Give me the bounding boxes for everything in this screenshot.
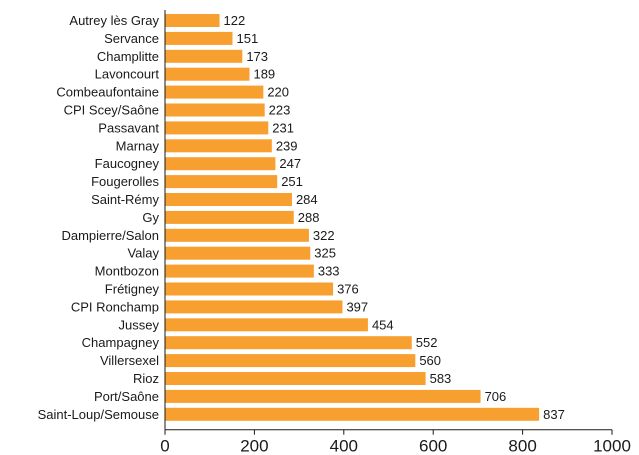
x-tick-label-2: 400 xyxy=(330,437,358,455)
category-label-11: Gy xyxy=(142,210,159,225)
bar-21 xyxy=(165,389,481,403)
bar-3 xyxy=(165,67,250,81)
bar-2 xyxy=(165,49,243,63)
bar-12 xyxy=(165,228,309,242)
value-label-20: 583 xyxy=(430,371,452,386)
category-label-2: Champlitte xyxy=(97,49,159,64)
category-label-5: CPI Scey/Saône xyxy=(64,103,159,118)
bar-0 xyxy=(165,14,220,27)
value-label-22: 837 xyxy=(543,407,565,422)
value-label-3: 189 xyxy=(253,67,275,82)
bar-22 xyxy=(165,407,540,421)
category-label-6: Passavant xyxy=(98,120,159,135)
value-label-10: 284 xyxy=(296,192,318,207)
bar-4 xyxy=(165,85,264,99)
category-label-16: CPI Ronchamp xyxy=(71,299,159,314)
x-ticks-group: 0 200 400 600 800 1000 xyxy=(160,429,631,455)
category-label-7: Marnay xyxy=(116,138,160,153)
bar-18 xyxy=(165,336,412,350)
bar-15 xyxy=(165,282,334,296)
category-label-14: Montbozon xyxy=(95,264,159,279)
category-label-13: Valay xyxy=(127,246,159,261)
value-label-18: 552 xyxy=(416,335,438,350)
bar-7 xyxy=(165,139,272,153)
value-label-16: 397 xyxy=(346,299,368,314)
category-label-12: Dampierre/Salon xyxy=(61,228,159,243)
value-label-11: 288 xyxy=(298,210,320,225)
category-label-22: Saint-Loup/Semouse xyxy=(38,407,159,422)
bar-11 xyxy=(165,210,294,224)
category-label-1: Servance xyxy=(104,31,159,46)
bars-group xyxy=(165,14,540,421)
category-label-19: Villersexel xyxy=(100,353,159,368)
category-label-20: Rioz xyxy=(133,371,159,386)
value-label-14: 333 xyxy=(318,264,340,279)
bar-13 xyxy=(165,246,311,260)
bar-10 xyxy=(165,193,292,206)
bar-20 xyxy=(165,372,426,385)
bar-5 xyxy=(165,103,265,117)
x-tick-label-1: 200 xyxy=(240,437,268,455)
bar-8 xyxy=(165,157,276,171)
bar-14 xyxy=(165,264,314,278)
category-label-0: Autrey lès Gray xyxy=(69,13,159,28)
value-label-15: 376 xyxy=(337,282,359,297)
value-label-6: 231 xyxy=(272,120,294,135)
category-label-17: Jussey xyxy=(119,317,160,332)
category-label-21: Port/Saône xyxy=(94,389,159,404)
value-label-17: 454 xyxy=(372,317,394,332)
category-labels-group: Autrey lès Gray Servance Champlitte Lavonco… xyxy=(38,13,160,422)
value-label-9: 251 xyxy=(281,174,303,189)
category-label-9: Fougerolles xyxy=(91,174,159,189)
bar-6 xyxy=(165,121,269,135)
category-label-4: Combeaufontaine xyxy=(56,85,159,100)
value-labels-group: 122 151 173 189 220 223 231 239 247 251 284 288 322 3… xyxy=(224,13,565,422)
bar-9 xyxy=(165,175,278,189)
x-tick-label-4: 800 xyxy=(508,437,536,455)
bar-16 xyxy=(165,300,343,314)
value-label-5: 223 xyxy=(269,103,291,118)
value-label-0: 122 xyxy=(224,13,246,28)
value-label-13: 325 xyxy=(314,246,336,261)
category-label-3: Lavoncourt xyxy=(95,67,160,82)
value-label-4: 220 xyxy=(267,85,289,100)
x-tick-label-3: 600 xyxy=(419,437,447,455)
value-label-8: 247 xyxy=(279,156,301,171)
bar-1 xyxy=(165,31,233,45)
value-label-1: 151 xyxy=(236,31,258,46)
category-label-8: Faucogney xyxy=(95,156,160,171)
category-label-10: Saint-Rémy xyxy=(91,192,159,207)
value-label-21: 706 xyxy=(485,389,507,404)
value-label-12: 322 xyxy=(313,228,335,243)
bar-19 xyxy=(165,354,416,368)
value-label-19: 560 xyxy=(419,353,441,368)
x-tick-label-0: 0 xyxy=(160,437,169,455)
category-label-18: Champagney xyxy=(82,335,160,350)
value-label-2: 173 xyxy=(246,49,268,64)
category-label-15: Frétigney xyxy=(105,282,160,297)
value-label-7: 239 xyxy=(276,138,298,153)
bar-17 xyxy=(165,318,368,332)
x-tick-label-5: 1000 xyxy=(593,437,631,455)
